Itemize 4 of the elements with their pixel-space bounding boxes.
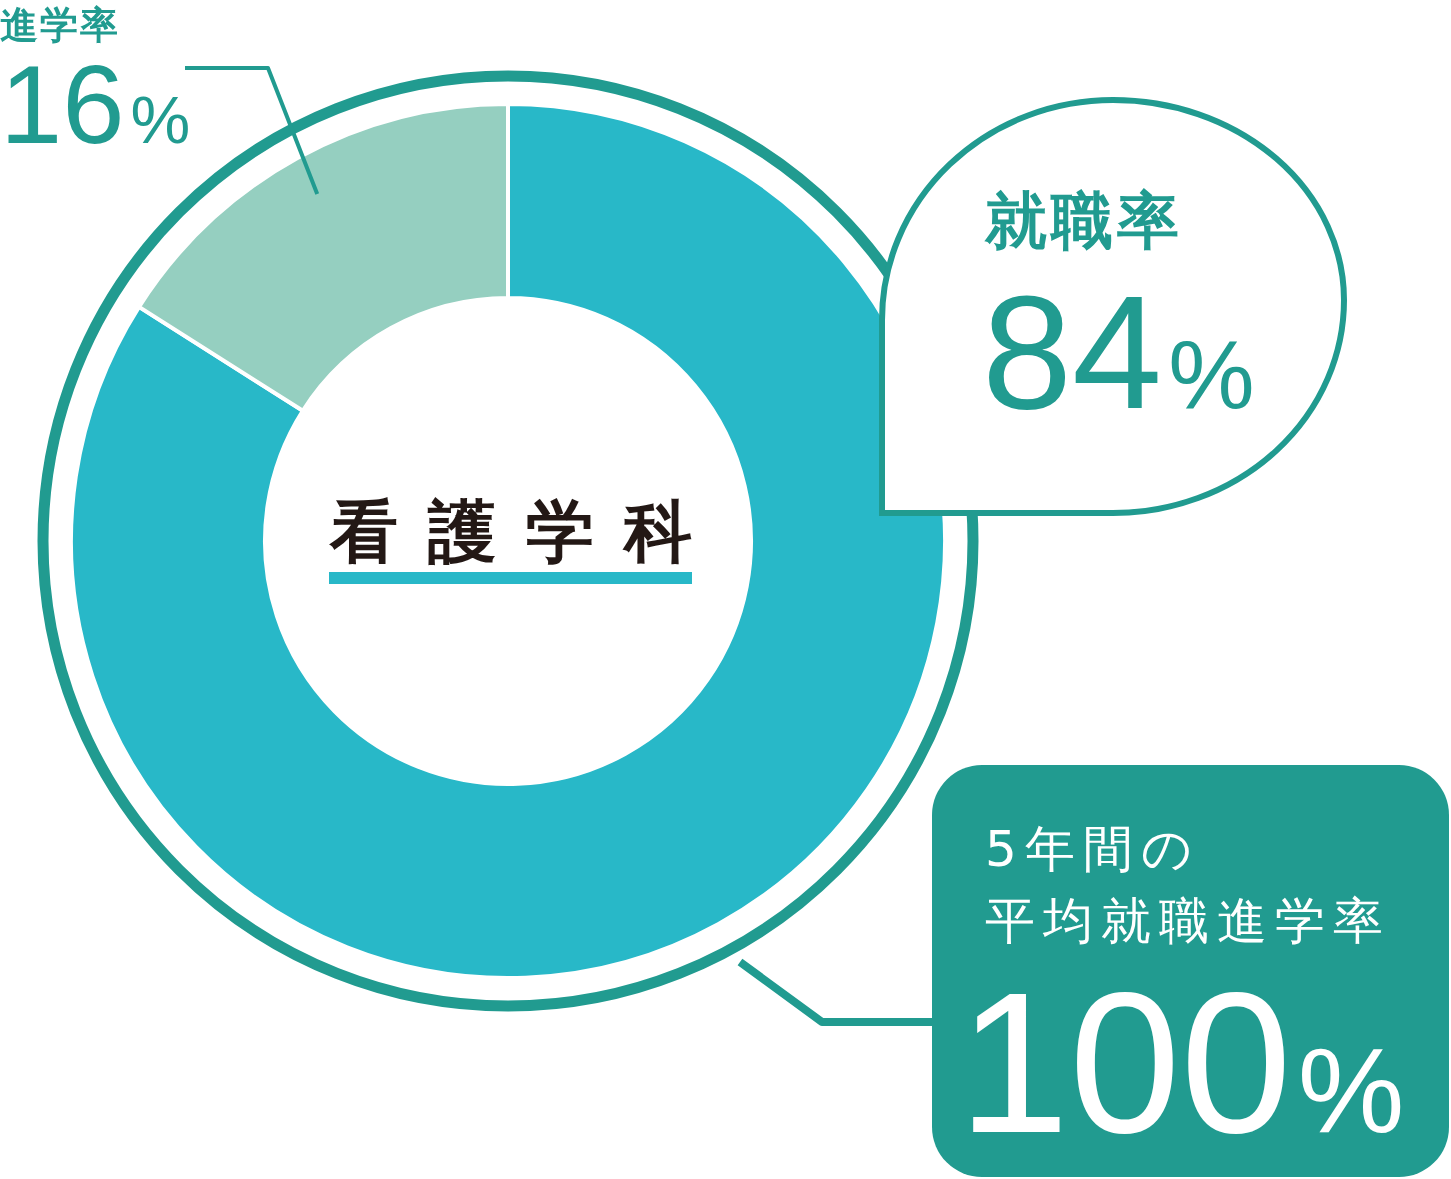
annotation: 100% xyxy=(958,951,1405,1174)
annotation: 平均就職進学率 xyxy=(985,892,1391,950)
annotation: 5年間の xyxy=(985,820,1200,878)
title: 看護学科 xyxy=(330,492,722,571)
